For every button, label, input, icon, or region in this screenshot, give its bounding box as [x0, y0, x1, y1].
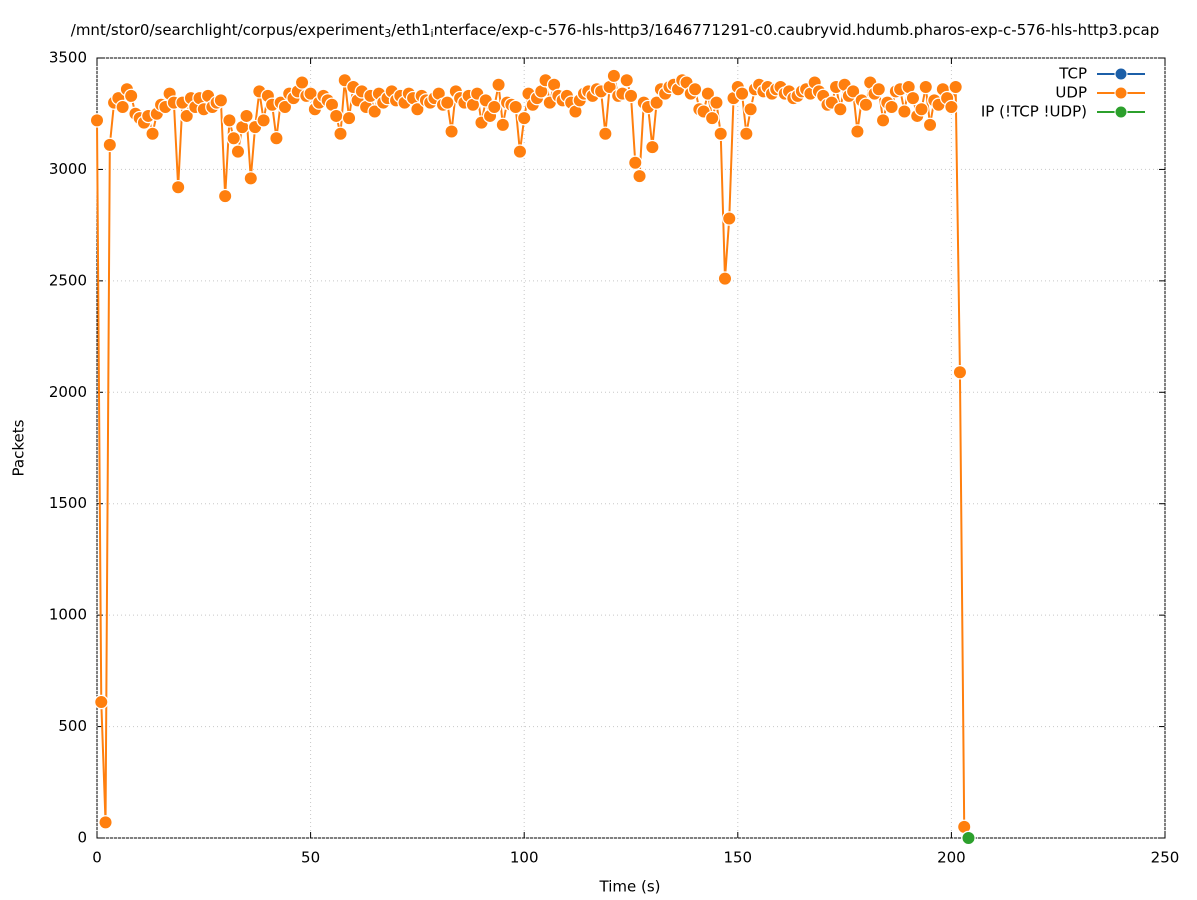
data-point: [948, 79, 963, 95]
data-point: [884, 99, 899, 115]
data-point: [269, 130, 284, 146]
data-point: [833, 102, 848, 117]
data-point: [217, 188, 233, 204]
data-point: [687, 81, 703, 97]
data-point: [444, 124, 459, 139]
data-point: [516, 110, 532, 126]
x-axis-label: Time (s): [599, 878, 661, 896]
data-point: [277, 99, 293, 115]
data-point: [491, 77, 506, 92]
title-subscript: 3: [384, 27, 391, 40]
data-point: [649, 95, 664, 110]
series-line: [96, 72, 966, 827]
data-point: [508, 99, 523, 115]
y-tick-label: 2500: [49, 271, 87, 289]
data-point: [230, 144, 246, 159]
data-point: [623, 88, 639, 104]
data-point: [871, 81, 887, 97]
data-point: [333, 126, 348, 142]
x-tick-label: 50: [301, 849, 320, 867]
data-point: [145, 126, 160, 142]
data-point: [858, 97, 874, 113]
chart-title: /mnt/stor0/searchlight/corpus/experiment…: [71, 21, 1159, 41]
data-point: [606, 68, 622, 84]
legend-label: TCP: [1058, 65, 1087, 83]
data-point: [722, 211, 737, 226]
data-point: [98, 815, 113, 830]
data-point: [102, 137, 118, 153]
data-point: [89, 113, 105, 128]
data-point: [495, 117, 511, 133]
data-point: [739, 126, 754, 142]
title-part: /eth1: [391, 21, 430, 39]
x-tick-label: 200: [937, 849, 966, 867]
data-point: [170, 180, 186, 195]
data-point: [717, 271, 733, 286]
title-part: nterface/exp-c-576-hls-http3/1646771291-…: [434, 21, 1160, 39]
data-point: [440, 95, 455, 110]
x-tick-label: 150: [723, 849, 752, 867]
data-point: [645, 139, 660, 155]
data-point: [922, 117, 938, 133]
data-point: [845, 84, 861, 99]
data-point: [123, 88, 139, 104]
y-tick-label: 0: [77, 829, 87, 847]
data-point: [944, 99, 959, 115]
data-point: [294, 75, 310, 90]
data-point: [875, 113, 891, 128]
y-tick-label: 2000: [49, 383, 87, 401]
data-point: [115, 99, 130, 115]
title-subscript: i: [431, 27, 434, 40]
data-point: [914, 102, 929, 117]
data-point: [341, 110, 357, 126]
data-point: [619, 73, 634, 88]
legend-marker: [1114, 105, 1128, 119]
data-point: [961, 830, 976, 846]
x-tick-label: 250: [1151, 849, 1180, 867]
data-point: [700, 86, 716, 101]
data-point: [632, 168, 647, 184]
data-point: [222, 113, 237, 128]
plot-frame: [96, 57, 1166, 839]
legend-label: IP (!TCP !UDP): [981, 103, 1087, 121]
data-point: [410, 102, 425, 117]
title-part: /mnt/stor0/searchlight/corpus/experiment: [71, 21, 385, 39]
data-point: [487, 99, 502, 115]
legend-marker: [1114, 67, 1128, 81]
y-tick-label: 3500: [49, 49, 87, 67]
data-point: [918, 79, 934, 95]
data-point: [226, 130, 241, 146]
y-tick-label: 1000: [49, 606, 87, 624]
data-point: [598, 126, 613, 142]
data-point: [704, 110, 720, 126]
data-point: [628, 155, 643, 170]
y-axis-label: Packets: [10, 419, 28, 476]
data-point: [256, 113, 271, 128]
data-point: [94, 694, 109, 710]
data-point: [905, 90, 921, 106]
data-point: [367, 104, 382, 119]
x-tick-label: 0: [92, 849, 102, 867]
data-point: [897, 104, 912, 119]
data-point: [179, 108, 194, 124]
data-point: [952, 364, 968, 380]
data-point: [239, 108, 254, 124]
data-point: [734, 86, 750, 101]
legend-label: UDP: [1055, 84, 1087, 102]
data-point: [213, 93, 229, 108]
y-tick-label: 500: [58, 717, 87, 735]
data-point: [850, 124, 865, 139]
y-tick-label: 3000: [49, 160, 87, 178]
data-point: [243, 171, 259, 186]
data-point: [743, 102, 758, 117]
x-tick-label: 100: [510, 849, 539, 867]
data-point: [709, 95, 724, 110]
data-point: [512, 144, 528, 159]
data-point: [713, 126, 728, 142]
y-tick-label: 1500: [49, 494, 87, 512]
data-point: [328, 108, 344, 124]
legend-marker: [1114, 86, 1128, 100]
